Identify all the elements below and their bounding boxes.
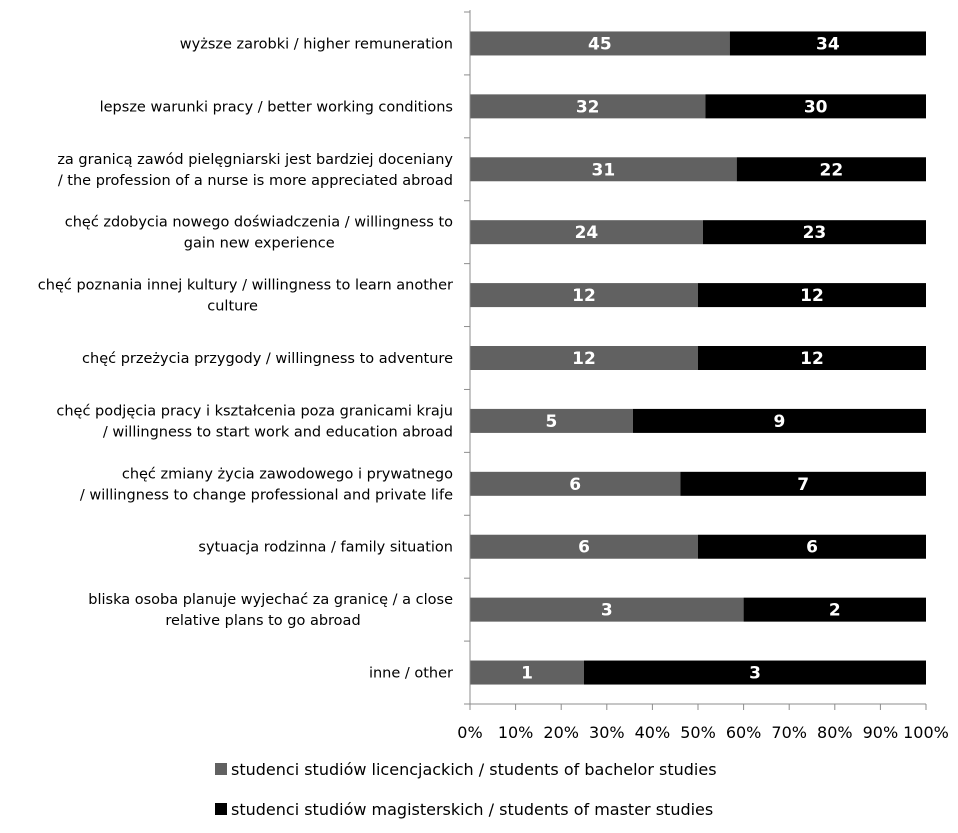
x-tick-label: 10% — [498, 723, 534, 742]
x-tick-label: 20% — [543, 723, 579, 742]
bar-bachelor — [470, 471, 681, 496]
bar-master — [680, 471, 926, 496]
bar-bachelor — [470, 534, 698, 559]
data-label-master: 23 — [803, 223, 827, 243]
bar-bachelor — [470, 94, 706, 119]
category-label: za granicą zawód pielęgniarski jest bard… — [57, 152, 453, 168]
category-label: / willingness to start work and educatio… — [103, 424, 453, 440]
data-label-master: 30 — [804, 97, 828, 117]
x-tick-label: 100% — [903, 723, 949, 742]
x-tick-label: 0% — [457, 723, 482, 742]
axes: 0% 10% 20% 30% 40% 50% 60% 70% 80% 90% 100% — [457, 10, 949, 742]
bar-bachelor — [470, 408, 633, 433]
data-label-master: 2 — [829, 601, 841, 621]
x-tick-label: 40% — [635, 723, 671, 742]
legend-label-master: studenci studiów magisterskich / student… — [231, 800, 713, 819]
data-label-bachelor: 12 — [572, 349, 596, 369]
bar-master — [743, 597, 926, 622]
data-label-bachelor: 31 — [592, 160, 616, 180]
category-label: inne / other — [369, 666, 453, 682]
bar-bachelor — [470, 346, 698, 370]
x-tick-label: 30% — [589, 723, 625, 742]
legend: studenci studiów licencjackich / student… — [215, 760, 717, 819]
category-label: chęć zdobycia nowego doświadczenia / wil… — [65, 215, 453, 231]
x-tick-label: 80% — [817, 723, 853, 742]
category-labels: wyższe zarobki / higher remuneration leps… — [38, 36, 454, 681]
category-label: bliska osoba planuje wyjechać za granicę… — [88, 592, 453, 608]
x-tick-label: 60% — [726, 723, 762, 742]
category-label: gain new experience — [184, 236, 335, 252]
data-label-master: 12 — [800, 286, 824, 306]
category-label: chęć podjęcia pracy i kształcenia poza g… — [56, 403, 453, 419]
bar-master — [736, 157, 926, 182]
bar-bachelor — [470, 660, 584, 685]
category-label: lepsze warunki pracy / better working co… — [100, 99, 453, 115]
data-label-master: 12 — [800, 349, 824, 369]
legend-label-bachelor: studenci studiów licencjackich / student… — [231, 760, 717, 779]
bar-master — [705, 94, 926, 119]
data-label-master: 6 — [806, 538, 818, 558]
bars — [470, 31, 926, 685]
data-label-bachelor: 45 — [588, 34, 612, 54]
data-label-bachelor: 24 — [575, 223, 599, 243]
data-label-master: 9 — [774, 412, 786, 432]
data-label-bachelor: 3 — [601, 601, 613, 621]
data-label-master: 22 — [820, 160, 844, 180]
bar-master — [698, 346, 926, 370]
data-label-bachelor: 5 — [546, 412, 558, 432]
category-label: relative plans to go abroad — [165, 613, 360, 629]
data-label-bachelor: 1 — [521, 664, 533, 684]
data-label-bachelor: 6 — [569, 475, 581, 495]
data-label-bachelor: 12 — [572, 286, 596, 306]
bar-master — [698, 283, 926, 308]
x-tick-label: 70% — [771, 723, 807, 742]
category-label: wyższe zarobki / higher remuneration — [180, 36, 453, 52]
bar-master — [698, 534, 926, 559]
data-label-bachelor: 32 — [576, 97, 600, 117]
bar-master — [632, 408, 926, 433]
category-label: chęć poznania innej kultury / willingnes… — [38, 278, 453, 294]
bar-bachelor — [470, 157, 737, 182]
bar-bachelor — [470, 283, 698, 308]
bar-master — [702, 220, 926, 245]
category-label: sytuacja rodzinna / family situation — [198, 540, 453, 556]
bar-bachelor — [470, 31, 730, 56]
data-label-master: 34 — [816, 34, 840, 54]
data-label-bachelor: 6 — [578, 538, 590, 558]
legend-swatch-bachelor — [215, 763, 227, 775]
category-label: chęć zmiany życia zawodowego i prywatneg… — [122, 466, 453, 482]
bar-bachelor — [470, 220, 703, 245]
bar-master — [584, 660, 926, 685]
category-label: chęć przeżycia przygody / willingness to… — [82, 351, 453, 367]
data-label-master: 7 — [797, 475, 809, 495]
x-tick-label: 90% — [863, 723, 899, 742]
x-tick-label: 50% — [680, 723, 716, 742]
bar-bachelor — [470, 597, 744, 622]
data-label-master: 3 — [749, 664, 761, 684]
category-label: / the profession of a nurse is more appr… — [58, 173, 453, 189]
legend-swatch-master — [215, 803, 227, 815]
bar-master — [729, 31, 926, 56]
category-label: / willingness to change professional and… — [80, 487, 453, 503]
category-label: culture — [207, 299, 258, 315]
